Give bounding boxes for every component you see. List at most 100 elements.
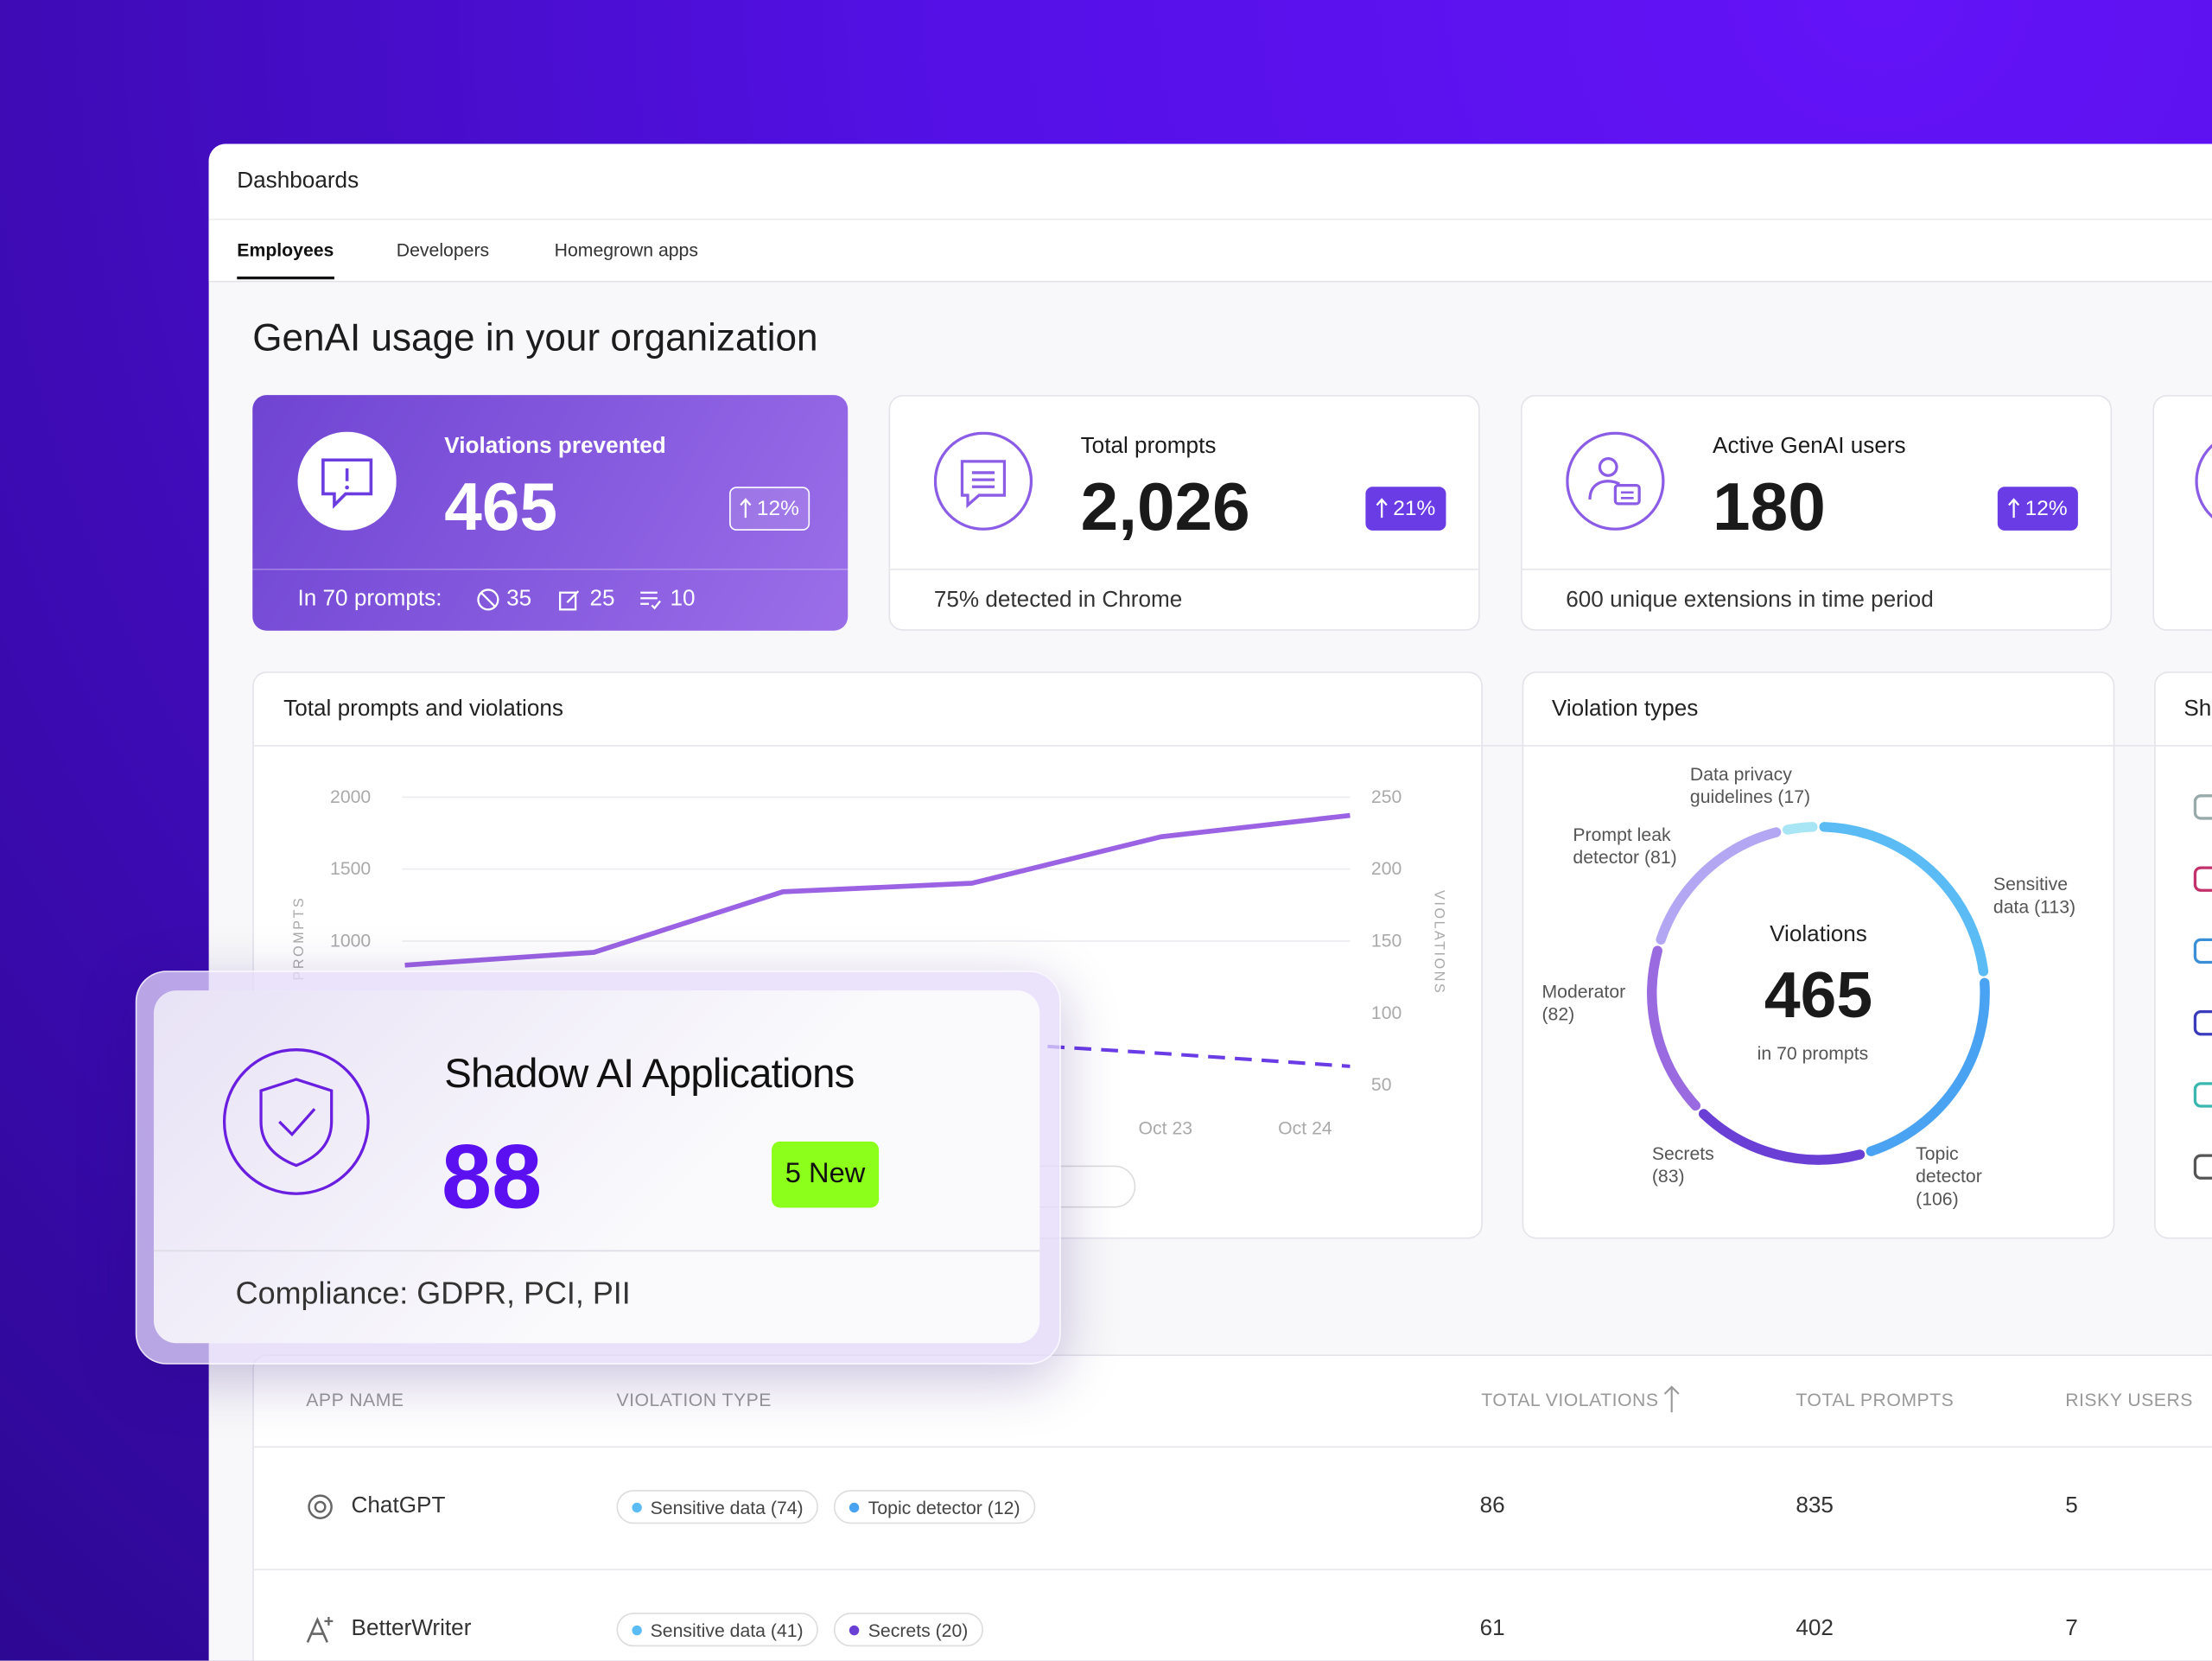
donut-segment <box>1783 822 1818 835</box>
column-header: RISKY USERS <box>2065 1389 2193 1410</box>
donut-label: Secrets <box>1652 1144 1714 1164</box>
app-logo <box>306 1617 334 1643</box>
y2-tick-label: 200 <box>1371 859 1402 879</box>
row-divider <box>252 1446 2212 1448</box>
tab-underline <box>237 276 334 280</box>
donut-label: Data privacy <box>1690 765 1792 785</box>
overlay-footer: Compliance: GDPR, PCI, PII <box>235 1275 631 1311</box>
cell: 86 <box>1479 1493 1505 1518</box>
card-label: Violations prevented <box>444 434 666 459</box>
cell: 5 <box>2065 1493 2078 1518</box>
card-icon <box>297 431 397 531</box>
app-name: BetterWriter <box>351 1617 472 1641</box>
header-bar <box>208 143 2212 220</box>
app-icon <box>2193 794 2212 820</box>
y2-tick-label: 100 <box>1371 1003 1402 1023</box>
cell: 835 <box>1796 1493 1834 1518</box>
app-icon <box>2193 1082 2212 1108</box>
donut-segment <box>1819 822 1989 977</box>
side-panel <box>2154 671 2212 1239</box>
up-arrow <box>2008 498 2020 519</box>
y-tick-label: 2000 <box>330 787 371 807</box>
count-icon <box>640 591 661 610</box>
card-divider <box>888 568 1480 570</box>
tag-label: Topic detector (12) <box>868 1496 1020 1518</box>
column-header: APP NAME <box>306 1389 404 1410</box>
donut-panel <box>1522 671 2115 1239</box>
panel-divider <box>252 745 2212 747</box>
tab-bar <box>208 220 2212 283</box>
sort-arrow <box>1663 1385 1680 1413</box>
tag-dot <box>632 1501 642 1512</box>
donut-segment <box>1866 977 1990 1156</box>
tag-label: Sensitive data (74) <box>650 1496 804 1518</box>
panel-title: Sh <box>2183 697 2212 722</box>
donut-label: Prompt leak <box>1573 825 1671 845</box>
shield-icon <box>222 1048 370 1195</box>
app-icon <box>2193 1154 2212 1180</box>
tag-dot <box>849 1624 860 1635</box>
donut-label: guidelines (17) <box>1690 787 1810 807</box>
donut-segment <box>1647 945 1701 1111</box>
donut-label: (106) <box>1916 1189 1959 1209</box>
cell: 402 <box>1796 1617 1834 1641</box>
donut-label: Moderator <box>1541 982 1625 1002</box>
y2-tick-label: 150 <box>1371 932 1402 951</box>
donut-center-value: 465 <box>1764 958 1872 1031</box>
tag: Sensitive data (41) <box>616 1613 819 1647</box>
donut-center-label: Violations <box>1770 920 1867 946</box>
series-line <box>404 1018 1351 1068</box>
card-footer: In 70 prompts: <box>297 587 442 611</box>
column-header: VIOLATION TYPE <box>616 1389 772 1410</box>
app-icon <box>2193 1009 2212 1036</box>
card-divider <box>252 568 849 570</box>
card-icon <box>933 431 1033 531</box>
tag-label: Sensitive data (41) <box>650 1619 804 1640</box>
tag-dot <box>632 1624 642 1635</box>
column-header: TOTAL PROMPTS <box>1796 1389 1955 1410</box>
count: 10 <box>670 587 696 611</box>
x-tick-label: Oct 23 <box>1139 1119 1193 1139</box>
column-header[interactable]: TOTAL VIOLATIONS <box>1481 1389 1659 1410</box>
tag-dot <box>849 1501 860 1512</box>
tab[interactable]: Developers <box>396 239 490 261</box>
count: 25 <box>589 587 615 611</box>
tag: Sensitive data (74) <box>616 1490 819 1524</box>
app-icon <box>2193 866 2212 892</box>
violation-tags: Sensitive data (74) Topic detector (12) <box>616 1490 1036 1524</box>
y-tick-label: 1500 <box>330 859 371 879</box>
header-title: Dashboards <box>237 169 359 194</box>
panel-title: Total prompts and violations <box>283 697 563 722</box>
app-icon <box>2193 938 2212 964</box>
card-divider <box>1520 568 2113 570</box>
donut-segment <box>1656 827 1782 945</box>
y2-axis-label: VIOLATIONS <box>1431 890 1446 995</box>
tag: Topic detector (12) <box>834 1490 1036 1524</box>
tab[interactable]: Homegrown apps <box>554 239 698 261</box>
count-icon <box>477 589 499 611</box>
overlay-value: 88 <box>442 1125 543 1228</box>
app-logo <box>308 1494 333 1519</box>
card-value: 2,026 <box>1080 470 1250 546</box>
card-value: 180 <box>1713 470 1826 546</box>
badge-text: 12% <box>756 496 799 521</box>
donut-center-sub: in 70 prompts <box>1758 1044 1869 1064</box>
page-title: GenAI usage in your organization <box>252 316 818 360</box>
card-footer: 600 unique extensions in time period <box>1566 588 1934 613</box>
tab[interactable]: Employees <box>237 239 334 261</box>
y2-tick-label: 250 <box>1371 787 1402 807</box>
change-badge: 12% <box>1997 487 2078 531</box>
y2-tick-label: 50 <box>1371 1075 1392 1095</box>
panel-title: Violation types <box>1551 697 1699 722</box>
donut-label: (83) <box>1652 1167 1685 1187</box>
card-value: 465 <box>444 470 558 546</box>
tag-label: Secrets (20) <box>868 1619 969 1640</box>
donut-label: Topic <box>1916 1144 1959 1164</box>
y-axis-label: PROMPTS <box>291 896 307 981</box>
